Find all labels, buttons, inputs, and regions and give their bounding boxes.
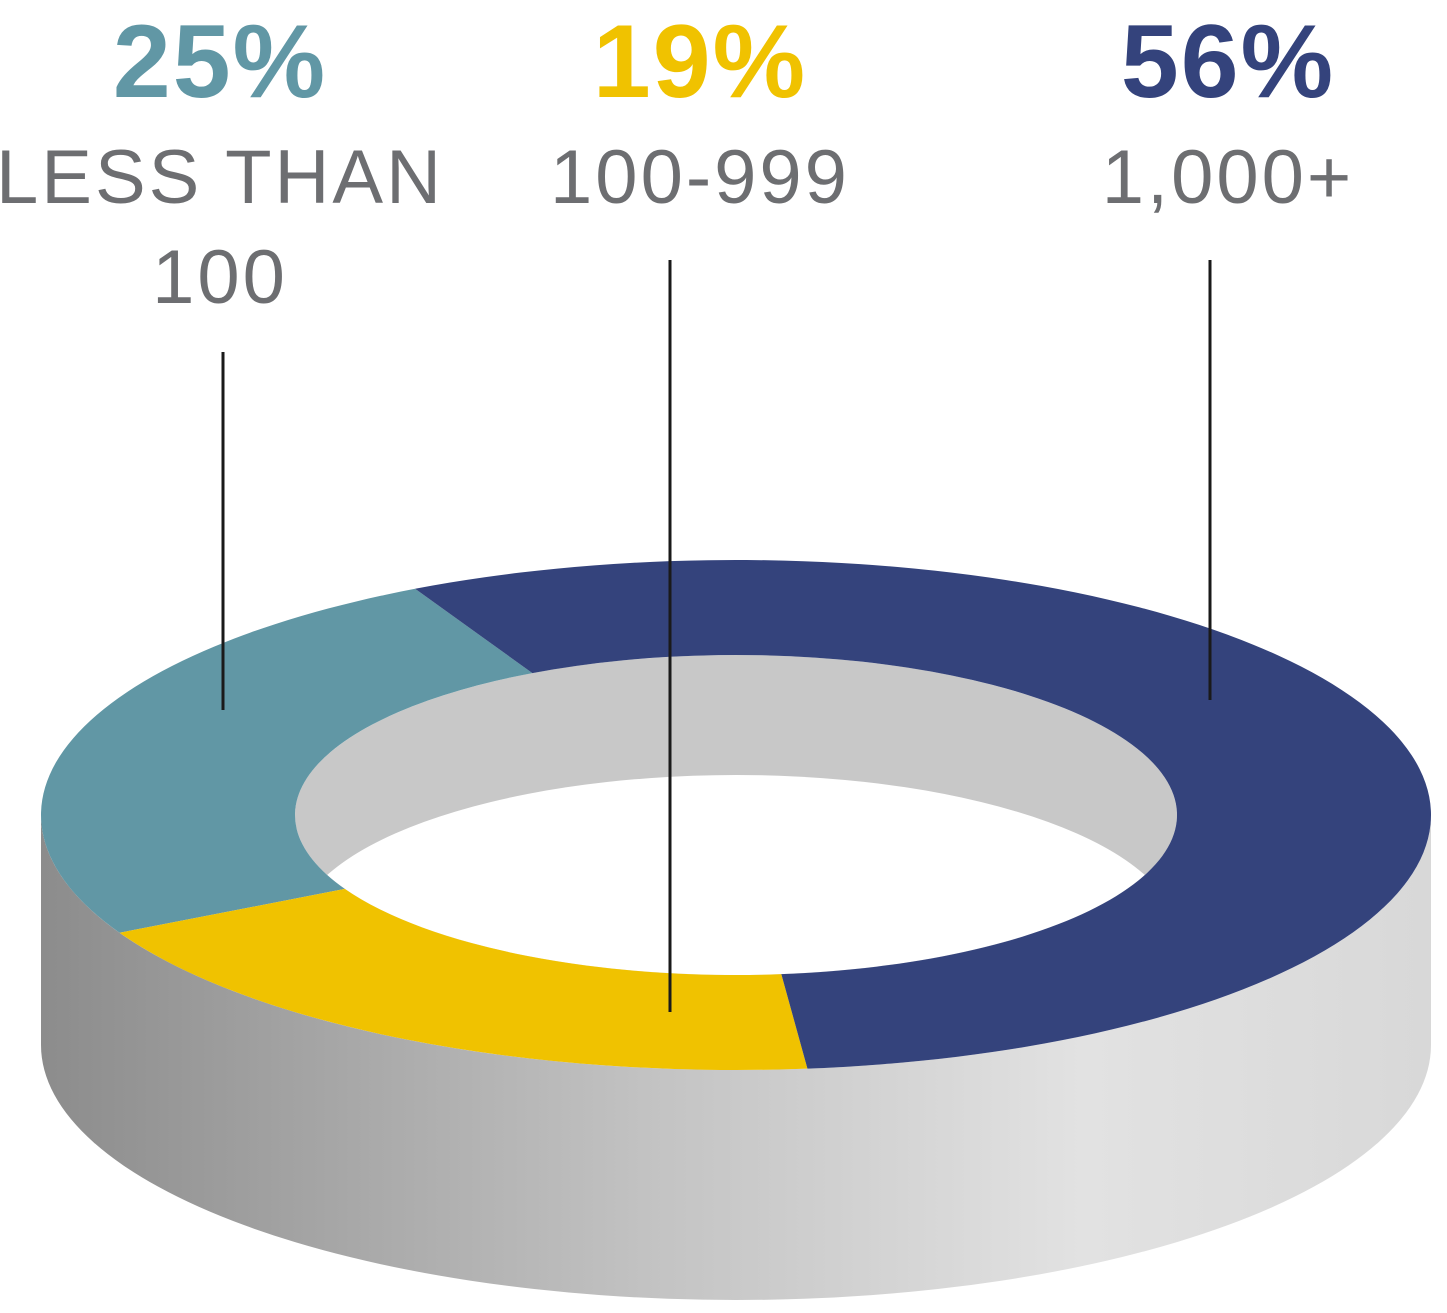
category-label: 1,000+ (1101, 135, 1355, 220)
donut-slice (119, 888, 808, 1070)
hole-opening (295, 775, 1177, 975)
donut-side (41, 815, 1431, 1300)
donut-slice (415, 559, 1432, 1069)
donut-slice (40, 588, 533, 933)
value-label: 19% (592, 4, 808, 120)
slice-label: 25% LESS THAN 100 (0, 10, 450, 328)
donut (40, 559, 1432, 1300)
slice-label: 19% 100-999 (470, 10, 930, 228)
slice-label: 56% 1,000+ (998, 10, 1447, 228)
category-label: LESS THAN 100 (0, 135, 444, 320)
value-label: 56% (1120, 4, 1336, 120)
value-label: 25% (112, 4, 328, 120)
category-label: 100-999 (550, 135, 850, 220)
